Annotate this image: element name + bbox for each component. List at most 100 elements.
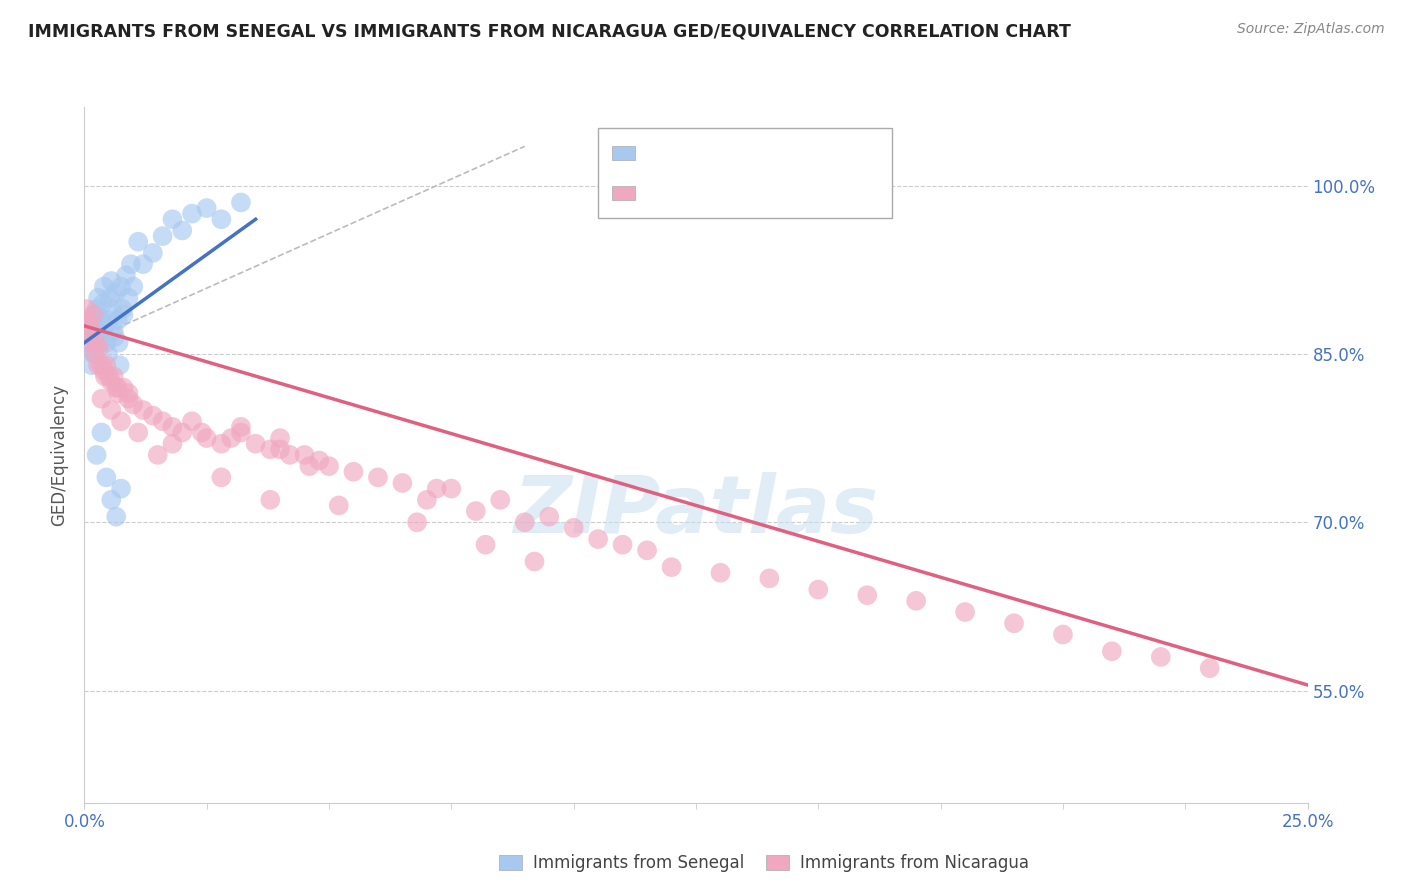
Point [426, 482, 449, 496]
Point [82, 330, 104, 344]
Point [86, 301, 108, 316]
Point [112, 381, 135, 395]
Point [110, 279, 132, 293]
Point [84, 308, 107, 322]
Text: N =: N = [734, 145, 776, 162]
Point [82, 308, 104, 322]
Text: ZIPatlas: ZIPatlas [513, 472, 879, 549]
Point [87, 358, 110, 372]
Point [294, 448, 316, 462]
Point [269, 442, 291, 457]
Point [586, 532, 609, 546]
Point [90, 425, 112, 440]
Point [440, 482, 463, 496]
Point [489, 492, 512, 507]
Point [127, 235, 149, 249]
Point [77, 318, 100, 333]
Point [111, 301, 134, 316]
Point [464, 504, 486, 518]
Point [1150, 649, 1173, 664]
Point [107, 386, 129, 401]
Point [209, 212, 232, 227]
Point [132, 403, 155, 417]
Point [80, 358, 103, 372]
Point [259, 442, 281, 457]
Point [807, 582, 830, 597]
Point [229, 195, 252, 210]
Point [117, 392, 139, 406]
Text: 52: 52 [773, 145, 799, 162]
Point [122, 279, 145, 293]
Point [905, 594, 928, 608]
Point [83, 347, 105, 361]
Point [245, 436, 267, 450]
Point [108, 358, 131, 372]
Point [77, 313, 100, 327]
Point [87, 291, 110, 305]
Point [172, 425, 194, 440]
Point [127, 425, 149, 440]
Point [152, 414, 174, 428]
Text: -0.515: -0.515 [682, 184, 747, 202]
Point [195, 201, 218, 215]
Point [110, 482, 132, 496]
Point [87, 325, 110, 339]
Point [90, 313, 112, 327]
Point [162, 420, 184, 434]
Point [97, 313, 120, 327]
Text: 0.337: 0.337 [682, 145, 740, 162]
Point [91, 296, 114, 310]
Point [474, 538, 496, 552]
Point [612, 538, 634, 552]
Point [229, 425, 252, 440]
Text: 83: 83 [773, 184, 799, 202]
Y-axis label: GED/Equivalency: GED/Equivalency [51, 384, 69, 526]
Point [117, 386, 139, 401]
Point [105, 381, 128, 395]
Text: N =: N = [734, 184, 776, 202]
Point [181, 414, 204, 428]
Point [100, 274, 122, 288]
Point [96, 470, 118, 484]
Point [76, 335, 98, 350]
Point [1101, 644, 1123, 658]
Text: Immigrants from Nicaragua: Immigrants from Nicaragua [800, 854, 1029, 871]
Point [416, 492, 439, 507]
Point [538, 509, 561, 524]
Point [112, 308, 135, 322]
Point [132, 257, 155, 271]
Point [103, 369, 125, 384]
Point [107, 335, 129, 350]
Point [79, 313, 101, 327]
Point [87, 341, 110, 355]
Point [162, 436, 184, 450]
Point [104, 330, 127, 344]
Text: R =: R = [643, 184, 679, 202]
Text: Immigrants from Senegal: Immigrants from Senegal [533, 854, 744, 871]
Point [191, 425, 214, 440]
Point [298, 459, 321, 474]
Point [142, 246, 165, 260]
Point [278, 448, 301, 462]
Point [100, 375, 122, 389]
Text: Source: ZipAtlas.com: Source: ZipAtlas.com [1237, 22, 1385, 37]
Point [152, 229, 174, 244]
Point [308, 453, 330, 467]
Point [181, 207, 204, 221]
Point [97, 347, 120, 361]
Point [83, 347, 105, 361]
Point [117, 291, 139, 305]
Point [76, 301, 98, 316]
Point [105, 285, 128, 300]
Point [229, 420, 252, 434]
Point [107, 381, 129, 395]
Point [318, 459, 340, 474]
Point [856, 588, 879, 602]
Point [1052, 627, 1074, 641]
Point [209, 470, 232, 484]
Point [142, 409, 165, 423]
Point [406, 515, 429, 529]
Text: R =: R = [643, 145, 679, 162]
Point [115, 268, 138, 283]
Point [89, 335, 111, 350]
